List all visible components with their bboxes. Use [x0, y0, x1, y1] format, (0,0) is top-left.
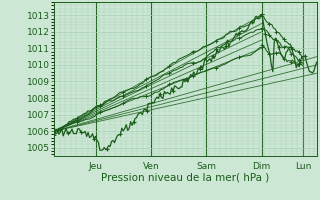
Text: Pression niveau de la mer( hPa ): Pression niveau de la mer( hPa ): [101, 173, 270, 183]
Text: Jeu: Jeu: [89, 162, 103, 171]
Text: Dim: Dim: [252, 162, 271, 171]
Text: Lun: Lun: [295, 162, 311, 171]
Text: Ven: Ven: [143, 162, 159, 171]
Text: Sam: Sam: [196, 162, 216, 171]
